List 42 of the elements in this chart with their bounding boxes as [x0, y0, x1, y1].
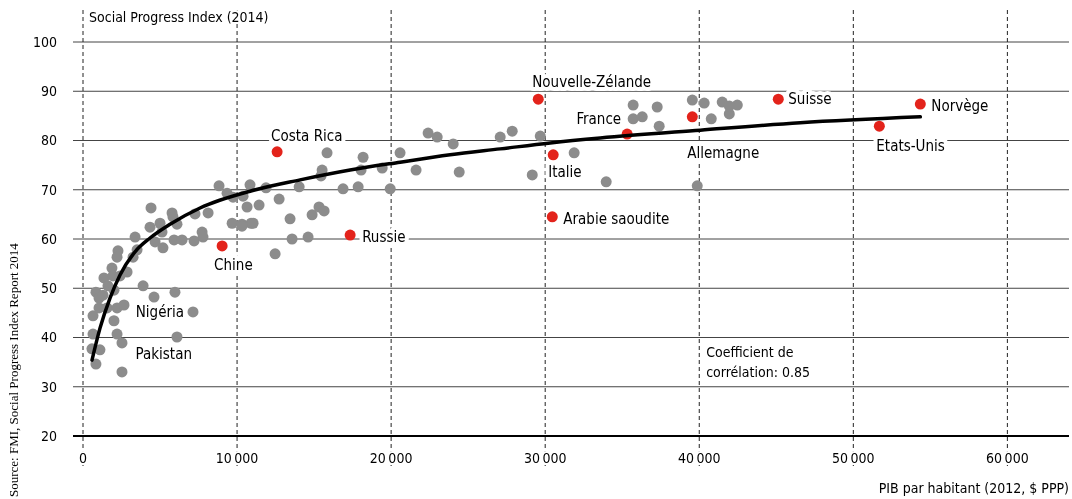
y-tick-label: 40: [40, 329, 57, 346]
y-tick-label: 30: [40, 378, 57, 395]
x-tick-label: 40 000: [677, 450, 721, 466]
point: [271, 146, 283, 158]
y-tick-label: 100: [32, 33, 57, 50]
annotation: Nigéria: [135, 303, 184, 322]
annotation: Coefficient de corrélation: 0.85: [706, 344, 810, 381]
annotation: Allemagne: [687, 144, 760, 163]
annotation: Nouvelle-Zélande: [532, 73, 652, 92]
y-tick-label: 90: [40, 83, 57, 100]
y-tick-label: 60: [40, 230, 57, 247]
point: [344, 229, 356, 241]
x-tick-label: 60 000: [986, 450, 1029, 466]
y-tick-label: 50: [40, 280, 57, 297]
point: [216, 240, 228, 252]
x-tick-label: 0: [78, 450, 88, 466]
annotation: Chine: [214, 256, 253, 275]
point: [686, 111, 698, 123]
annotation: Suisse: [788, 90, 832, 109]
annotation: Pakistan: [135, 345, 192, 364]
point: [546, 211, 558, 223]
y-axis-title: Social Progress Index (2014): [89, 9, 269, 25]
source-note: Source: FMI, Social Progress Index Report 2014: [6, 242, 21, 497]
annotation: Arabie saoudite: [563, 210, 670, 229]
point: [873, 120, 885, 132]
y-tick-label: 80: [40, 132, 57, 149]
x-axis-title: PIB par habitant (2012, $ PPP): [878, 480, 1069, 496]
x-tick-label: 50 000: [832, 450, 875, 466]
annotation: Etats-Unis: [876, 137, 945, 156]
annotation: France: [576, 110, 622, 129]
point: [772, 93, 784, 105]
point: [914, 98, 926, 110]
point: [547, 149, 559, 161]
x-tick-label: 30 000: [523, 450, 567, 466]
annotation: Russie: [362, 228, 406, 247]
annotation: Norvège: [931, 97, 989, 116]
y-tick-label: 20: [40, 427, 57, 444]
x-tick-label: 10 000: [215, 450, 259, 466]
x-tick-label: 20 000: [369, 450, 413, 466]
y-tick-label: 70: [40, 181, 57, 198]
point: [532, 93, 544, 105]
annotation: Italie: [548, 163, 582, 182]
